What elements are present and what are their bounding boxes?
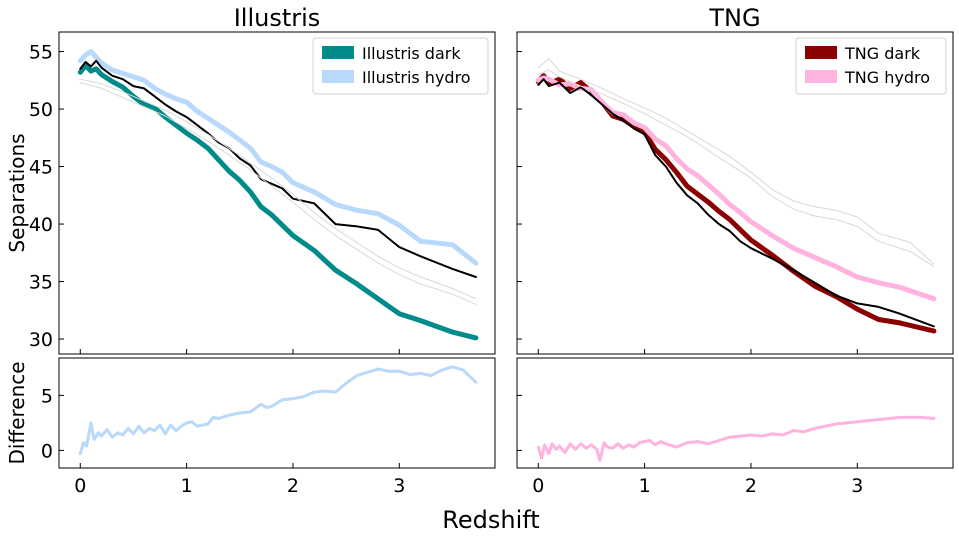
y-tick-label: 45	[29, 157, 53, 179]
y-tick-label: 55	[29, 42, 53, 64]
x-tick-label: 3	[393, 475, 405, 497]
tng-difference-frame	[516, 357, 954, 469]
y-tick-label: 50	[29, 99, 53, 121]
tng-difference-panel: 0 1 2 3	[516, 357, 954, 497]
series-4-line	[537, 69, 935, 268]
illustris-separations-legend: Illustris dark Illustris hydro	[312, 37, 489, 95]
illustris-difference-panel: 0 1 2 3 0 5 Difference	[5, 357, 496, 497]
tng-separations-frame	[516, 31, 954, 355]
legend-label: Illustris dark	[362, 44, 461, 63]
x-tick-label: 0	[532, 475, 544, 497]
x-tick-label: 2	[745, 475, 757, 497]
series-0-line	[78, 365, 478, 456]
tng-difference-series	[536, 415, 936, 462]
illustris-hydro-line	[77, 49, 479, 266]
tng-separations-series	[535, 58, 937, 334]
tng-separations-legend: TNG dark TNG hydro	[795, 37, 947, 95]
y-tick-label: 35	[29, 272, 53, 294]
illustris-separations-panel: 30 35 40 45 50 55 Illustris Separations Illustri…	[5, 4, 496, 355]
x-tick-label: 3	[851, 475, 863, 497]
series-2-line	[79, 59, 477, 278]
series-3-line	[79, 78, 477, 300]
y-tick-label: 30	[29, 329, 53, 351]
x-tick-label: 2	[287, 475, 299, 497]
series-2-line	[537, 78, 935, 328]
x-tick-label: 1	[181, 475, 193, 497]
legend-swatch	[805, 70, 837, 83]
illustris-separations-title: Illustris	[234, 4, 321, 32]
tng-dark-line	[535, 73, 937, 334]
series-0-line	[536, 415, 936, 462]
illustris-dark-line	[77, 62, 479, 341]
illustris-separations-frame	[58, 31, 496, 355]
legend-box	[312, 37, 489, 95]
illustris-difference-ylabel: Difference	[5, 361, 29, 464]
x-tick-label: 1	[639, 475, 651, 497]
legend-swatch	[322, 46, 354, 59]
illustris-difference-frame	[58, 357, 496, 469]
illustris-difference-series	[78, 365, 478, 456]
series-3-line	[537, 58, 935, 265]
y-tick-label: 5	[41, 385, 53, 407]
tng-separations-title: TNG	[708, 4, 760, 32]
y-tick-label: 0	[41, 440, 53, 462]
illustris-separations-series	[77, 49, 479, 341]
tng-separations-panel: TNG TNG dark TNG hydro	[516, 4, 954, 355]
legend-label: TNG hydro	[844, 68, 930, 87]
series-4-line	[79, 82, 477, 306]
legend-swatch	[322, 70, 354, 83]
figure-xlabel: Redshift	[442, 506, 539, 534]
legend-label: TNG dark	[844, 44, 921, 63]
legend-swatch	[805, 46, 837, 59]
legend-label: Illustris hydro	[362, 68, 471, 87]
x-tick-label: 0	[74, 475, 86, 497]
y-tick-label: 40	[29, 214, 53, 236]
illustris-separations-ylabel: Separations	[5, 133, 29, 252]
